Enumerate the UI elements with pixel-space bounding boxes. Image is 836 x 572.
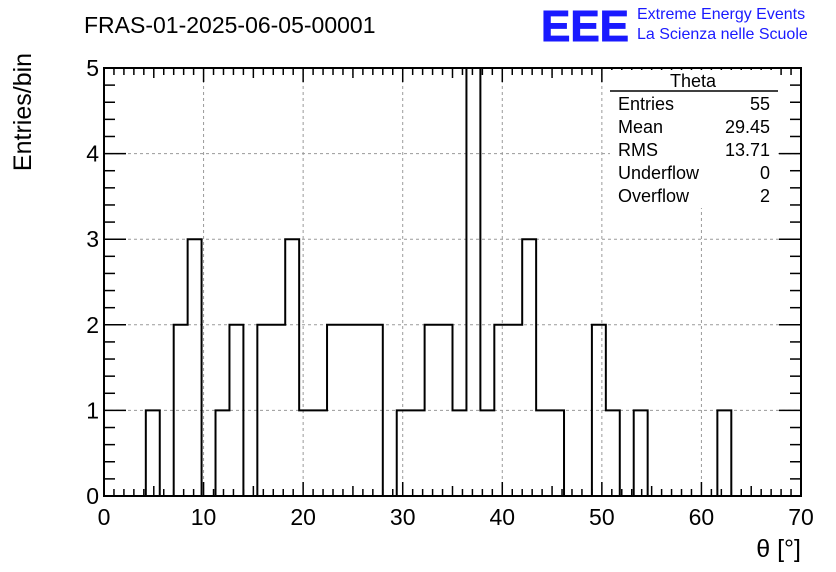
histogram-series [104,67,801,497]
stats-box: Theta Entries 55 Mean 29.45 RMS 13.71 Underflo… [610,70,778,208]
axis-ticks [103,67,802,497]
y-axis-label: Entries/bin [9,53,37,171]
y-tick-label: 4 [86,141,99,167]
y-tick-label: 1 [86,397,99,423]
x-tick-label: 20 [290,504,316,530]
chart-title: FRAS-01-2025-06-05-00001 [84,12,376,38]
stats-row-label: Mean [618,117,663,137]
y-tick-label: 2 [86,312,99,338]
x-axis-label: θ [°] [756,535,801,563]
x-tick-label: 50 [589,504,615,530]
eee-logo-line2: La Scienza nelle Scuole [637,26,808,43]
stats-row-label: Entries [618,94,674,114]
x-tick-label: 30 [390,504,416,530]
x-tick-label: 70 [788,504,814,530]
y-tick-label: 5 [86,55,99,81]
eee-logo: EEE Extreme Energy Events La Scienza nel… [541,2,808,52]
x-tick-label: 60 [689,504,715,530]
stats-row-value: 0 [760,163,770,183]
stats-row-value: 29.45 [725,117,770,137]
stats-box-header: Theta [670,71,717,91]
stats-row-label: Underflow [618,163,700,183]
y-tick-label: 0 [86,483,99,509]
x-tick-label: 10 [191,504,217,530]
x-tick-label: 0 [98,504,111,530]
x-tick-label: 40 [489,504,515,530]
stats-row-label: RMS [618,140,658,160]
eee-logo-line1: Extreme Energy Events [637,6,805,23]
y-tick-label: 3 [86,226,99,252]
stats-row-value: 2 [760,186,770,206]
stats-row-label: Overflow [618,186,690,206]
stats-row-value: 13.71 [725,140,770,160]
eee-logo-mark: EEE [541,2,629,51]
stats-row-value: 55 [750,94,770,114]
